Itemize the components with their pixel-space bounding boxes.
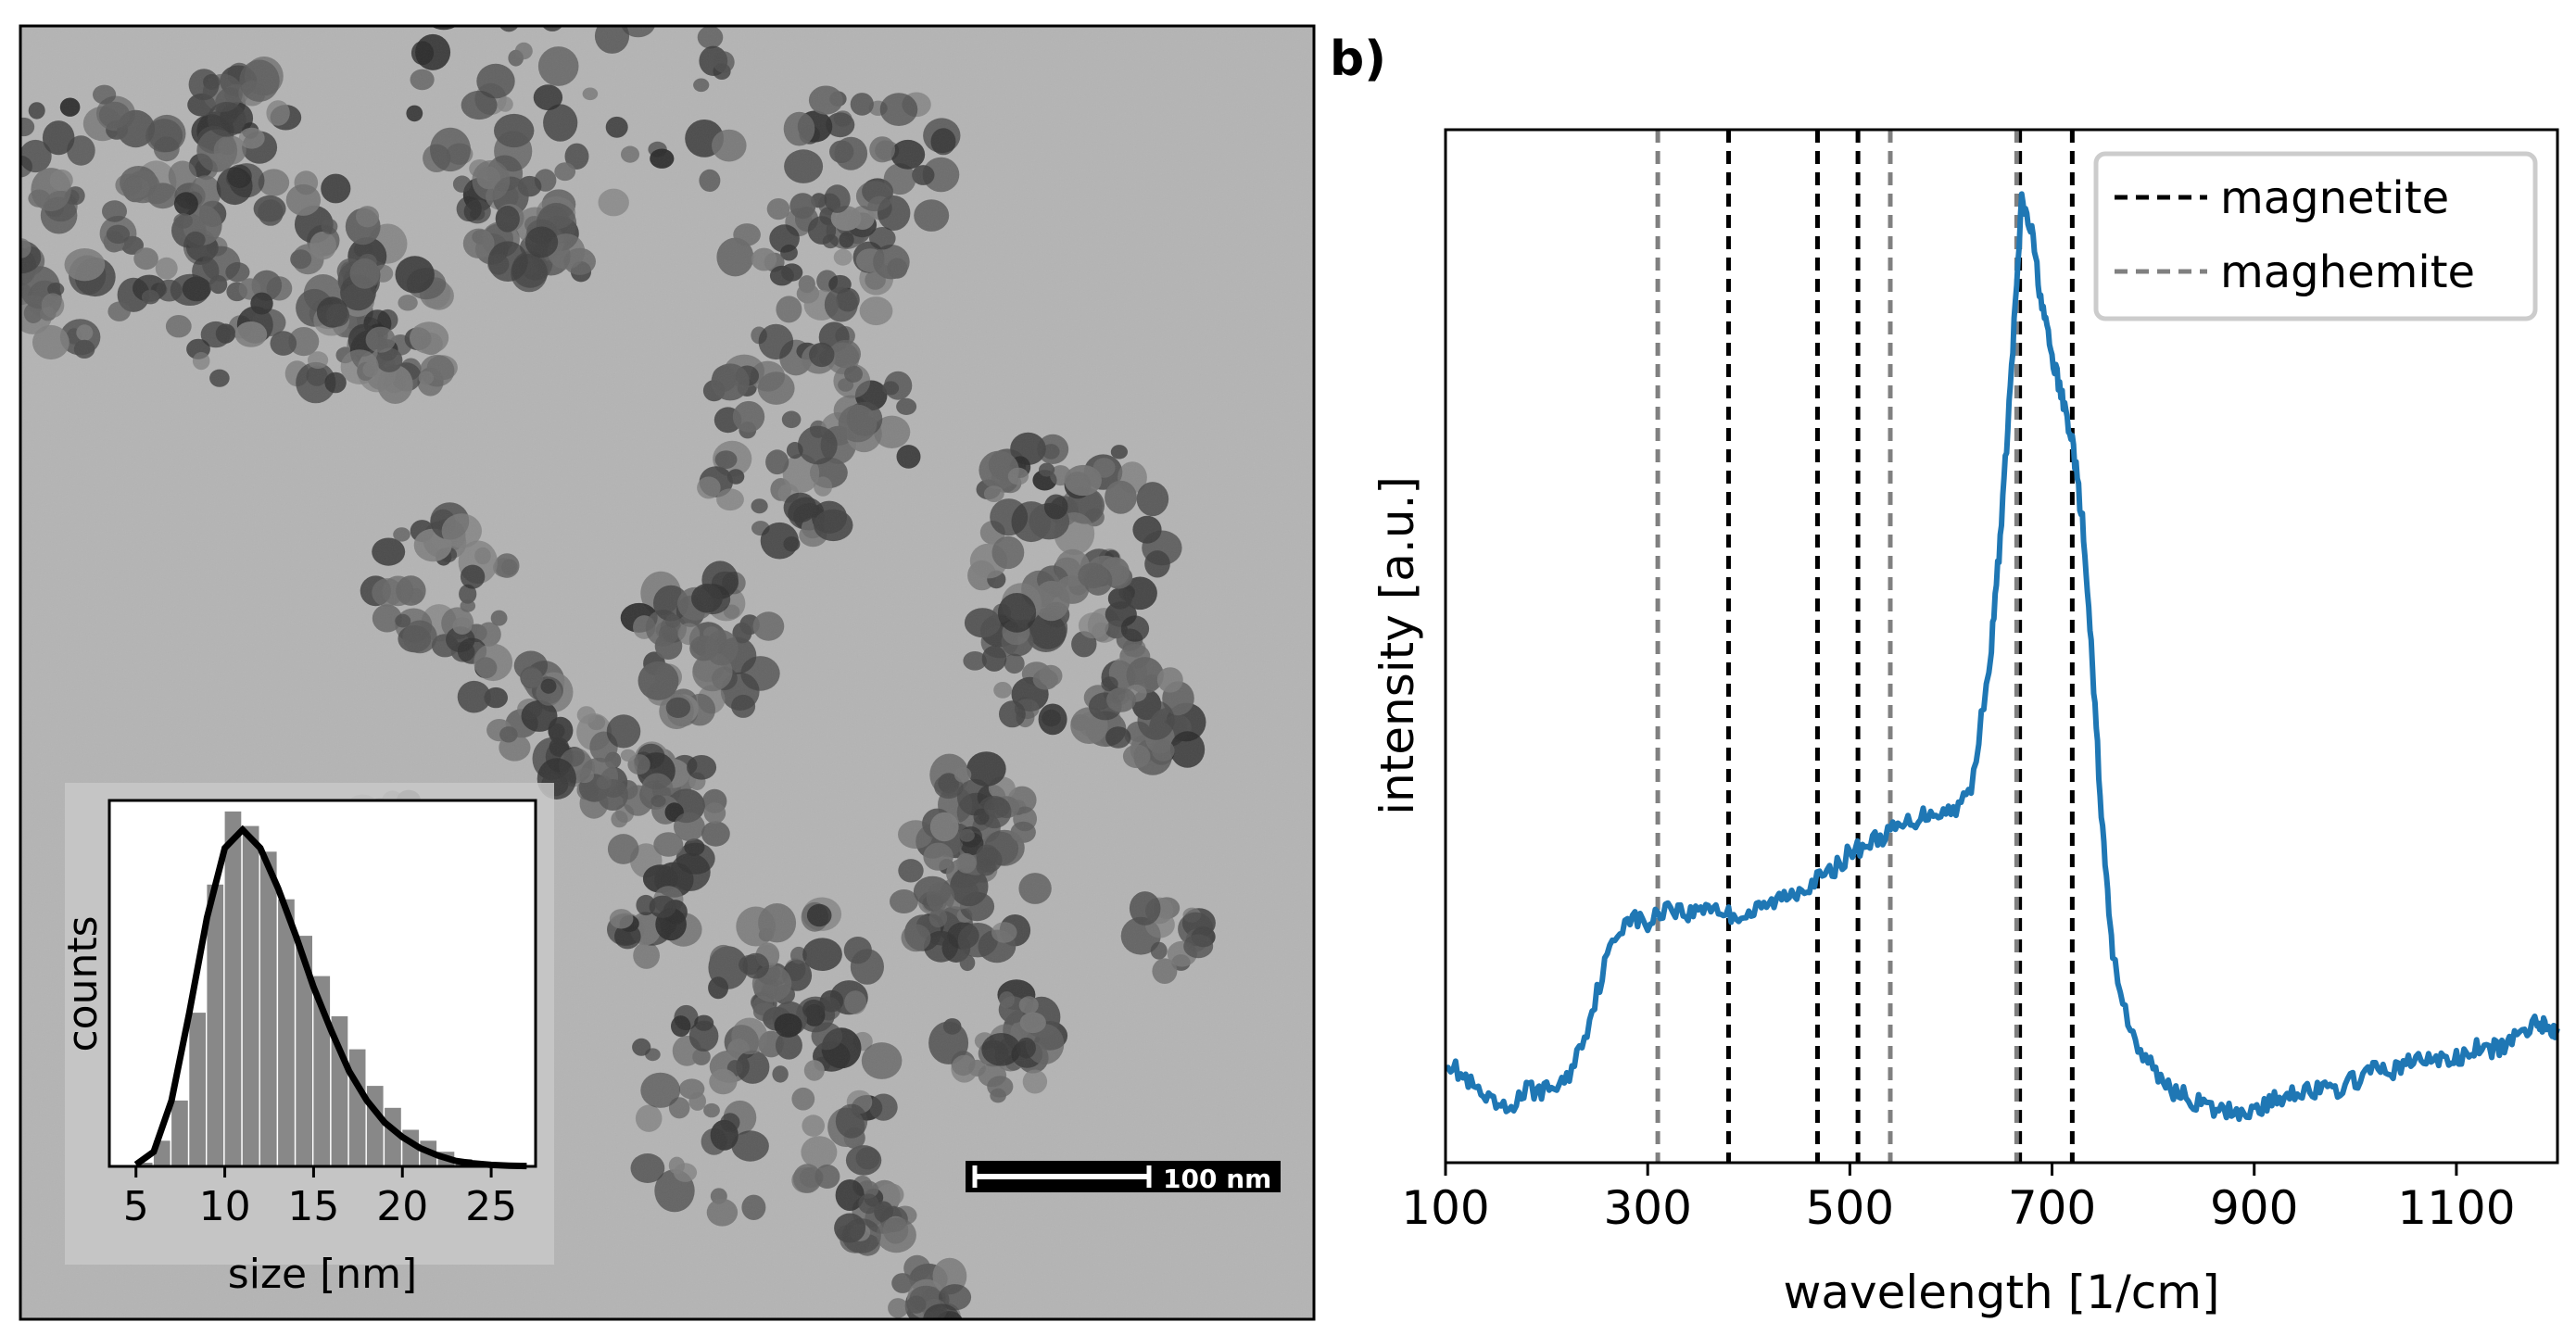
spectrum-line bbox=[1444, 191, 2560, 1123]
nanoparticle bbox=[655, 0, 685, 10]
histogram-bar bbox=[296, 936, 312, 1166]
legend-magnetite-label: magnetite bbox=[2220, 172, 2449, 224]
inset-tick-label: 10 bbox=[199, 1183, 251, 1230]
inset-frame bbox=[107, 799, 537, 1168]
histogram-bar bbox=[135, 1163, 153, 1166]
size-histogram-inset: 5 10 15 20 25 size [nm] counts bbox=[59, 783, 554, 1298]
raman-tick-label: 1100 bbox=[2397, 1181, 2515, 1235]
nanoparticle bbox=[0, 176, 9, 209]
nanoparticle bbox=[612, 0, 638, 14]
histogram-bar bbox=[242, 825, 259, 1166]
inset-tick-label: 5 bbox=[123, 1183, 149, 1230]
raman-chart: 100 300 500 700 900 1100 wavelength [1/cm] in… bbox=[1370, 128, 2560, 1319]
raman-y-axis-label: intensity [a.u.] bbox=[1370, 476, 1424, 815]
scale-bar: 100 nm bbox=[966, 1161, 1281, 1194]
inset-y-axis-label: counts bbox=[59, 915, 107, 1052]
inset-tick-label: 15 bbox=[287, 1183, 339, 1230]
histogram-bar bbox=[189, 1013, 206, 1166]
raman-tick-label: 300 bbox=[1603, 1181, 1691, 1235]
inset-x-axis-label: size [nm] bbox=[228, 1251, 417, 1298]
nanoparticle bbox=[679, 0, 703, 10]
histogram-bar bbox=[207, 884, 224, 1166]
inset-x-ticks: 5 10 15 20 25 bbox=[123, 1166, 517, 1230]
nanoparticle bbox=[0, 276, 6, 296]
raman-x-ticks: 100 300 500 700 900 1100 bbox=[1401, 1163, 2516, 1235]
nanoparticle bbox=[438, 0, 460, 19]
raman-tick-label: 500 bbox=[1806, 1181, 1894, 1235]
raman-frame bbox=[1444, 128, 2559, 1165]
histogram-bar bbox=[278, 899, 295, 1166]
lognormal-fit-curve bbox=[133, 825, 527, 1170]
inset-tick-label: 25 bbox=[465, 1183, 517, 1230]
tem-frame bbox=[19, 24, 1316, 1321]
nanoparticle bbox=[461, 0, 475, 12]
histogram-bar bbox=[171, 1100, 188, 1166]
tem-micrograph: 100 nm bbox=[0, 0, 1316, 1321]
panel-b-label: b) bbox=[1330, 31, 1386, 87]
nanoparticle bbox=[0, 161, 16, 197]
legend-maghemite-label: maghemite bbox=[2220, 246, 2475, 298]
nanoparticle bbox=[638, 0, 654, 3]
nanoparticle bbox=[0, 234, 3, 247]
nanoparticle bbox=[0, 236, 6, 267]
nanoparticle bbox=[648, 0, 684, 6]
raman-x-axis-label: wavelength [1/cm] bbox=[1783, 1266, 2219, 1319]
raman-tick-label: 700 bbox=[2008, 1181, 2096, 1235]
histogram-bar bbox=[259, 851, 277, 1166]
legend: magnetite maghemite bbox=[2093, 151, 2538, 321]
histogram-bar bbox=[224, 811, 242, 1166]
nanoparticle bbox=[593, 0, 621, 9]
inset-tick-label: 20 bbox=[376, 1183, 428, 1230]
nanoparticle bbox=[541, 1, 564, 22]
reference-lines bbox=[1655, 130, 2075, 1163]
raman-tick-label: 900 bbox=[2210, 1181, 2298, 1235]
raman-tick-label: 100 bbox=[1401, 1181, 1489, 1235]
nanoparticle bbox=[0, 179, 6, 213]
scale-bar-label: 100 nm bbox=[1163, 1164, 1271, 1194]
histogram-bar bbox=[348, 1049, 366, 1166]
histogram-bar bbox=[366, 1086, 384, 1166]
